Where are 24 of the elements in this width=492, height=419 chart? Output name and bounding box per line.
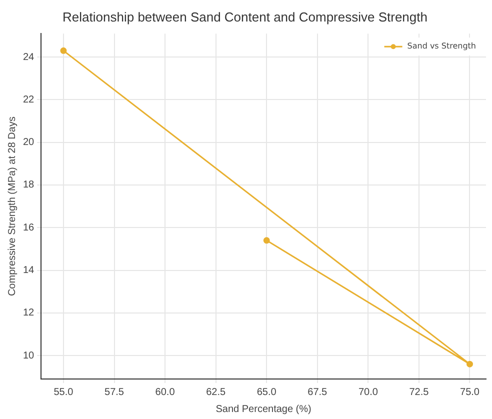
point: [466, 360, 473, 368]
y-tick-label: 16: [23, 222, 35, 234]
x-tick-label: 75.0: [460, 386, 480, 398]
point: [60, 47, 67, 54]
chart-title: Relationship between Sand Content and Compressive Strength: [62, 9, 428, 24]
y-tick-label: 20: [23, 137, 35, 148]
x-tick-label: 60.0: [155, 386, 176, 398]
y-tick-label: 14: [23, 265, 35, 276]
x-tick-label: 72.5: [409, 386, 430, 398]
x-tick-label: 62.5: [206, 386, 226, 398]
x-tick-label: 55.0: [54, 386, 74, 398]
y-tick-label: 22: [23, 94, 35, 106]
x-axis-title: Sand Percentage (%): [216, 404, 312, 415]
x-tick-label: 65.0: [256, 386, 277, 398]
x-tick-label: 57.5: [104, 386, 124, 398]
x-tick-label: 67.5: [308, 386, 328, 398]
point: [263, 237, 270, 244]
y-tick-label: 12: [23, 308, 35, 319]
legend-label: Sand vs Strength: [407, 42, 476, 51]
y-tick-label: 24: [23, 52, 35, 63]
y-axis-title: Compressive Strength (MPa) at 28 Days: [6, 116, 18, 296]
x-tick-label: 70.0: [358, 386, 378, 398]
y-tick-label: 18: [23, 180, 35, 191]
y-tick-label: 10: [23, 350, 35, 362]
